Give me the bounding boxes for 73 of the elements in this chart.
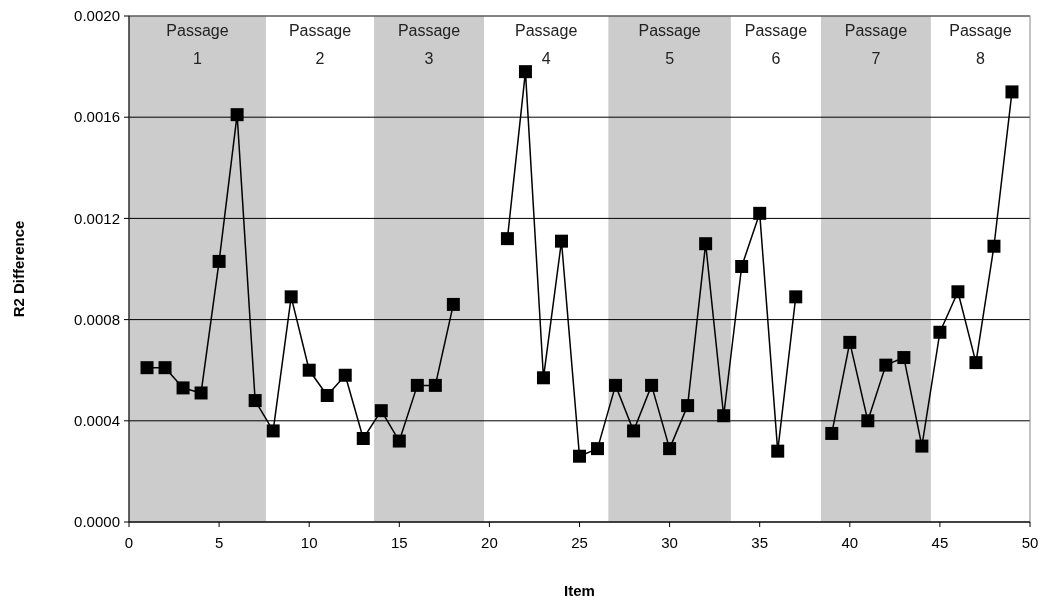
point <box>861 414 875 428</box>
band-label: Passage 3 <box>397 22 461 67</box>
point <box>1005 85 1019 99</box>
point <box>951 285 965 299</box>
point <box>554 234 568 248</box>
y-tick-label: 0.0020 <box>74 7 120 25</box>
point <box>915 439 929 453</box>
x-tick-label: 35 <box>751 534 769 551</box>
point <box>500 232 514 246</box>
x-axis-title: Item <box>564 582 595 599</box>
x-tick-label: 50 <box>1021 534 1039 551</box>
x-tick-label: 40 <box>841 534 859 551</box>
annotation: Passage 8 <box>949 22 1012 67</box>
x-tick-label: 15 <box>390 534 408 551</box>
annotation: Passage 4 <box>515 22 578 67</box>
point <box>627 424 641 438</box>
x-tick-label: 30 <box>661 534 678 551</box>
point <box>266 424 280 438</box>
y-tick-label: 0.0016 <box>74 108 120 126</box>
point <box>879 358 893 372</box>
y-tick-label: 0.0004 <box>74 412 120 430</box>
point <box>176 381 190 395</box>
point <box>446 297 460 311</box>
x-tick-label: 45 <box>931 534 949 551</box>
point <box>825 426 839 440</box>
x-tick-label: 0 <box>124 534 134 551</box>
x-tick-label: 5 <box>214 534 224 551</box>
point <box>302 363 316 377</box>
y-axis-title: R2 Difference <box>10 220 27 318</box>
point <box>789 290 803 304</box>
point <box>645 378 659 392</box>
x-tick-label: 25 <box>571 534 588 551</box>
point <box>933 325 947 339</box>
annotation: Passage 2 <box>288 22 352 67</box>
x-tick-label: 20 <box>481 534 498 551</box>
point <box>158 361 172 375</box>
point <box>212 254 226 268</box>
point <box>681 399 695 413</box>
point <box>284 290 298 304</box>
point <box>717 409 731 423</box>
point <box>194 386 208 400</box>
point <box>573 449 586 463</box>
point <box>374 404 388 418</box>
band-label: Passage 1 <box>166 22 229 67</box>
y-tick-label: 0.0012 <box>74 209 120 227</box>
annotation: Passage 6 <box>744 22 808 67</box>
point <box>753 206 767 220</box>
point <box>699 237 713 251</box>
y-tick-label: 0.0000 <box>74 513 120 531</box>
point <box>771 444 785 458</box>
point <box>140 361 154 375</box>
point <box>248 394 262 408</box>
point <box>410 378 424 392</box>
point <box>320 389 334 402</box>
point <box>392 434 406 448</box>
point <box>338 368 352 382</box>
point <box>987 239 1001 253</box>
point <box>356 432 370 446</box>
point <box>536 371 550 385</box>
point <box>609 378 623 392</box>
point <box>735 259 749 273</box>
point <box>843 335 857 349</box>
band-label: Passage 7 <box>844 22 908 67</box>
point <box>663 442 677 456</box>
point <box>230 108 244 122</box>
point <box>591 442 605 456</box>
point <box>897 351 911 365</box>
x-tick-label: 10 <box>300 534 318 551</box>
point <box>428 378 442 392</box>
point <box>969 356 983 370</box>
point <box>518 65 532 79</box>
y-tick-label: 0.0008 <box>74 310 120 328</box>
band-label: Passage 5 <box>638 22 701 67</box>
